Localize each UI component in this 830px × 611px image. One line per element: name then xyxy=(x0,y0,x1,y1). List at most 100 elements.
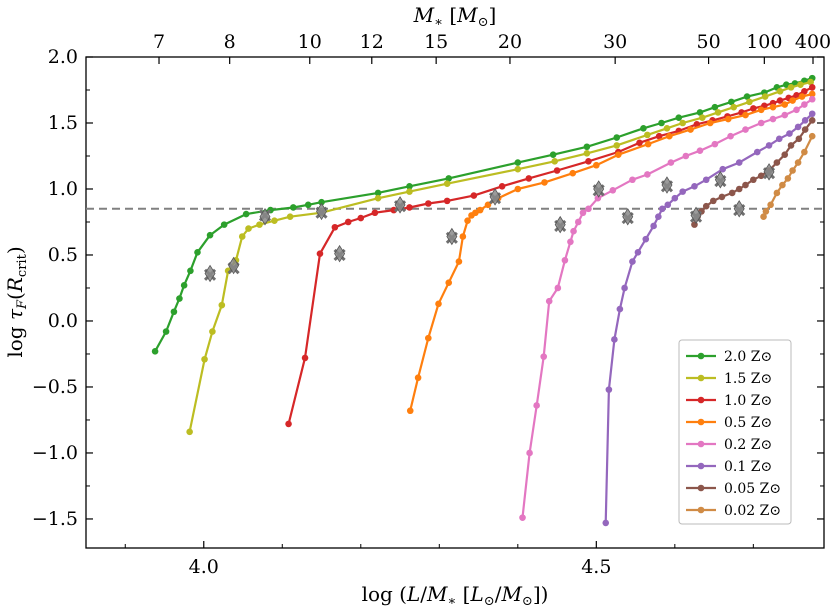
data-point xyxy=(644,171,651,178)
data-point xyxy=(757,172,765,180)
data-point xyxy=(789,167,796,174)
diamond-marker xyxy=(446,227,458,246)
top-axis-label: M∗ [M⊙] xyxy=(413,3,497,30)
data-point xyxy=(553,167,561,174)
data-point xyxy=(459,233,467,240)
data-point xyxy=(711,140,719,148)
data-point xyxy=(808,110,816,118)
data-point xyxy=(775,135,783,143)
legend: 2.0 Z⊙ 1.5 Z⊙ 1.0 Z⊙ 0.5 Z⊙ 0.2 Z⊙ 0.1 Z⊙ 0.05… xyxy=(678,339,792,525)
data-point xyxy=(621,284,628,292)
data-point xyxy=(414,374,422,382)
x-tick-label: 4.0 xyxy=(189,556,219,578)
diamond-marker xyxy=(394,196,406,214)
data-point xyxy=(371,209,379,217)
series-line xyxy=(154,77,813,352)
data-point xyxy=(808,84,816,91)
y-axis-ticks: −1.5 −1.0 −0.5 0.0 0.5 1.0 1.5 2.0 xyxy=(32,46,824,530)
y-tick-label: 1.0 xyxy=(48,178,78,200)
data-point xyxy=(470,192,478,199)
data-point xyxy=(655,213,662,221)
data-point xyxy=(357,214,365,222)
diamond-marker xyxy=(489,188,501,206)
data-point xyxy=(781,111,789,119)
data-point xyxy=(519,514,526,521)
x-axis-label: log (L/M∗ [L⊙/M⊙]) xyxy=(362,582,549,609)
data-point xyxy=(710,197,717,205)
data-point xyxy=(753,148,761,156)
data-point xyxy=(545,297,553,305)
data-point xyxy=(176,295,183,302)
data-point xyxy=(390,206,398,214)
data-point xyxy=(711,103,719,111)
y-tick-label: 2.0 xyxy=(48,46,78,68)
data-point xyxy=(743,93,751,100)
data-point xyxy=(498,183,506,190)
data-point xyxy=(570,227,577,235)
data-point xyxy=(374,194,382,202)
data-point xyxy=(702,202,710,210)
data-point xyxy=(609,187,617,194)
legend-item: 1.5 Z⊙ xyxy=(686,371,772,387)
marker-layer xyxy=(203,163,776,283)
data-point xyxy=(807,78,814,86)
data-point xyxy=(549,151,557,158)
data-point xyxy=(425,334,432,342)
data-point xyxy=(696,109,704,116)
data-point xyxy=(765,142,773,149)
data-point xyxy=(728,189,736,197)
data-point xyxy=(162,328,170,335)
data-point xyxy=(762,208,770,215)
data-point xyxy=(186,428,193,436)
x-axis-ticks: 4.0 4.5 xyxy=(124,541,754,578)
data-point xyxy=(769,115,777,123)
data-point xyxy=(664,201,672,209)
legend-item: 0.1 Z⊙ xyxy=(686,459,772,475)
data-point xyxy=(569,169,577,177)
diamond-marker xyxy=(763,163,775,181)
legend-label: 1.5 Z⊙ xyxy=(724,371,772,387)
diamond-marker xyxy=(554,215,566,234)
data-point xyxy=(344,218,352,226)
data-point xyxy=(634,249,642,256)
data-point xyxy=(374,189,382,197)
data-point xyxy=(675,114,683,122)
data-point xyxy=(220,221,228,228)
data-point xyxy=(605,386,613,393)
legend-item: 0.2 Z⊙ xyxy=(686,437,772,453)
data-point xyxy=(776,97,784,104)
data-point xyxy=(795,135,803,143)
data-point xyxy=(728,98,735,106)
legend-swatch-dot xyxy=(697,462,705,470)
y-tick-label: 1.5 xyxy=(48,112,78,134)
legend-label: 0.05 Z⊙ xyxy=(724,481,781,497)
y-tick-label: −1.0 xyxy=(32,442,78,464)
data-point xyxy=(271,217,278,224)
data-point xyxy=(245,225,252,232)
data-point xyxy=(719,165,727,173)
data-point xyxy=(514,185,522,193)
data-point xyxy=(779,181,786,189)
data-point xyxy=(541,179,548,186)
data-point xyxy=(201,355,208,363)
data-point xyxy=(742,111,749,119)
data-point xyxy=(316,250,324,257)
series-6 xyxy=(602,110,816,527)
series-7 xyxy=(691,117,816,228)
data-point xyxy=(304,201,312,209)
data-point xyxy=(593,161,600,169)
data-point xyxy=(331,223,339,231)
data-point xyxy=(585,205,592,213)
top-tick-label: 20 xyxy=(498,31,522,53)
data-point xyxy=(602,519,610,527)
data-point xyxy=(218,301,226,309)
data-point xyxy=(180,282,188,289)
data-point xyxy=(760,213,767,221)
data-point xyxy=(757,119,765,127)
data-point xyxy=(170,308,178,316)
legend-label: 0.2 Z⊙ xyxy=(724,437,772,453)
data-point xyxy=(691,183,698,190)
data-point xyxy=(455,258,463,265)
data-point xyxy=(786,130,793,137)
data-point xyxy=(761,93,769,100)
